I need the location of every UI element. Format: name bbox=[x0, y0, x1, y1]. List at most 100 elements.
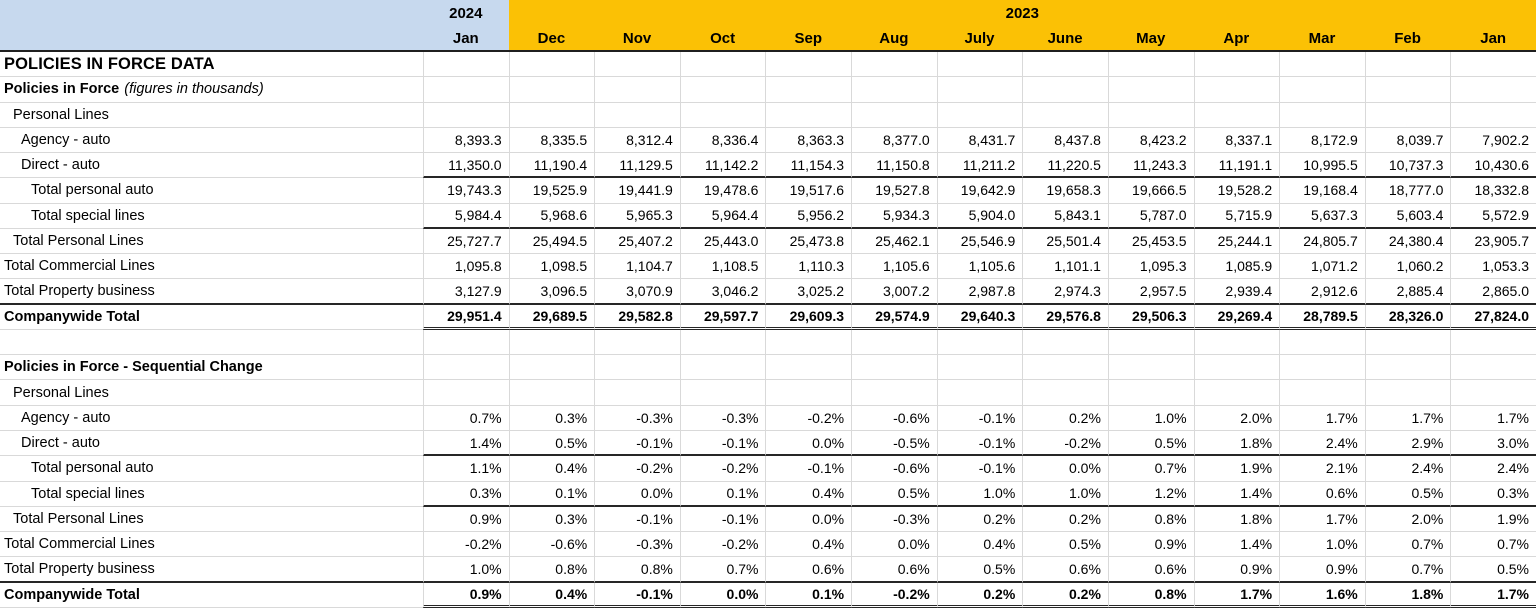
month-header-cell[interactable]: Dec bbox=[508, 26, 595, 50]
data-cell[interactable]: 24,805.7 bbox=[1279, 228, 1365, 255]
data-cell[interactable] bbox=[1107, 102, 1194, 128]
data-cell[interactable]: 1,071.2 bbox=[1279, 254, 1365, 280]
data-cell[interactable]: 0.9% bbox=[1193, 557, 1280, 583]
year-2024-cell[interactable]: 2024 bbox=[423, 0, 509, 26]
data-cell[interactable]: 2,957.5 bbox=[1107, 279, 1194, 305]
data-cell[interactable]: -0.3% bbox=[679, 405, 766, 431]
data-cell[interactable] bbox=[423, 329, 509, 356]
data-cell[interactable]: 29,582.8 bbox=[594, 304, 680, 330]
data-cell[interactable]: 0.4% bbox=[508, 456, 595, 482]
data-cell[interactable]: 25,473.8 bbox=[765, 228, 852, 255]
data-cell[interactable]: 0.3% bbox=[1450, 481, 1536, 507]
data-cell[interactable]: 0.7% bbox=[1107, 456, 1194, 482]
data-cell[interactable]: 19,168.4 bbox=[1279, 178, 1365, 204]
data-cell[interactable]: 1.0% bbox=[423, 557, 509, 583]
data-cell[interactable]: 8,377.0 bbox=[851, 127, 937, 154]
data-cell[interactable]: -0.1% bbox=[765, 456, 852, 482]
data-cell[interactable]: 1,105.6 bbox=[851, 254, 937, 280]
data-cell[interactable] bbox=[423, 52, 509, 78]
data-cell[interactable]: -0.2% bbox=[765, 405, 852, 431]
data-cell[interactable]: -0.2% bbox=[1022, 430, 1108, 457]
row-label[interactable]: POLICIES IN FORCE DATA bbox=[0, 52, 423, 78]
data-cell[interactable]: 0.5% bbox=[851, 481, 937, 507]
data-cell[interactable]: 1.4% bbox=[1193, 481, 1280, 507]
data-cell[interactable]: 0.0% bbox=[1022, 456, 1108, 482]
data-cell[interactable]: -0.5% bbox=[851, 430, 937, 457]
data-cell[interactable]: 25,453.5 bbox=[1107, 228, 1194, 255]
data-cell[interactable]: 1,110.3 bbox=[765, 254, 852, 280]
data-cell[interactable]: 18,332.8 bbox=[1450, 178, 1536, 204]
row-label[interactable]: Companywide Total bbox=[0, 305, 423, 330]
data-cell[interactable]: 0.0% bbox=[679, 582, 766, 608]
month-header-cell[interactable]: Oct bbox=[679, 26, 766, 50]
data-cell[interactable]: 0.8% bbox=[1107, 506, 1194, 533]
data-cell[interactable]: 19,517.6 bbox=[765, 178, 852, 204]
row-label[interactable]: Agency - auto bbox=[0, 128, 423, 154]
data-cell[interactable]: 1,095.3 bbox=[1107, 254, 1194, 280]
data-cell[interactable]: 25,501.4 bbox=[1022, 228, 1108, 255]
data-cell[interactable]: 25,244.1 bbox=[1193, 228, 1280, 255]
data-cell[interactable] bbox=[1364, 77, 1451, 103]
data-cell[interactable]: 11,142.2 bbox=[679, 153, 766, 179]
data-cell[interactable]: 5,956.2 bbox=[765, 203, 852, 229]
data-cell[interactable]: 19,525.9 bbox=[508, 178, 595, 204]
data-cell[interactable]: 11,191.1 bbox=[1193, 153, 1280, 179]
data-cell[interactable] bbox=[936, 355, 1023, 381]
month-header-cell[interactable]: Jan bbox=[1450, 26, 1536, 50]
data-cell[interactable]: 1.7% bbox=[1279, 506, 1365, 533]
data-cell[interactable]: 0.0% bbox=[765, 430, 852, 457]
data-cell[interactable]: 2.4% bbox=[1450, 456, 1536, 482]
data-cell[interactable]: 19,743.3 bbox=[423, 178, 509, 204]
data-cell[interactable]: -0.1% bbox=[594, 506, 680, 533]
data-cell[interactable]: 7,902.2 bbox=[1450, 127, 1536, 154]
data-cell[interactable]: -0.6% bbox=[508, 532, 595, 558]
data-cell[interactable]: 25,407.2 bbox=[594, 228, 680, 255]
data-cell[interactable] bbox=[1279, 77, 1365, 103]
data-cell[interactable] bbox=[765, 355, 852, 381]
data-cell[interactable] bbox=[1279, 329, 1365, 356]
data-cell[interactable] bbox=[1107, 52, 1194, 78]
row-label[interactable]: Total personal auto bbox=[0, 178, 423, 204]
data-cell[interactable]: 0.8% bbox=[508, 557, 595, 583]
data-cell[interactable]: 0.7% bbox=[423, 405, 509, 431]
row-label[interactable]: Personal Lines bbox=[0, 103, 423, 128]
header-corner-cell[interactable] bbox=[0, 0, 423, 26]
data-cell[interactable]: 0.9% bbox=[423, 582, 509, 608]
data-cell[interactable]: 11,220.5 bbox=[1022, 153, 1108, 179]
data-cell[interactable]: 1.7% bbox=[1279, 405, 1365, 431]
data-cell[interactable]: 5,843.1 bbox=[1022, 203, 1108, 229]
data-cell[interactable]: 2.4% bbox=[1364, 456, 1451, 482]
data-cell[interactable]: 19,527.8 bbox=[851, 178, 937, 204]
data-cell[interactable] bbox=[508, 102, 595, 128]
data-cell[interactable]: 8,039.7 bbox=[1364, 127, 1451, 154]
data-cell[interactable]: 5,904.0 bbox=[936, 203, 1023, 229]
data-cell[interactable]: -0.2% bbox=[594, 456, 680, 482]
month-header-cell[interactable]: May bbox=[1107, 26, 1194, 50]
data-cell[interactable]: 0.1% bbox=[508, 481, 595, 507]
data-cell[interactable]: 2,987.8 bbox=[936, 279, 1023, 305]
data-cell[interactable]: 11,211.2 bbox=[936, 153, 1023, 179]
data-cell[interactable]: 1.4% bbox=[423, 430, 509, 457]
data-cell[interactable]: 0.5% bbox=[1450, 557, 1536, 583]
month-header-cell[interactable]: Jan bbox=[423, 26, 509, 50]
data-cell[interactable]: 29,640.3 bbox=[936, 304, 1023, 330]
data-cell[interactable]: 0.9% bbox=[1107, 532, 1194, 558]
data-cell[interactable]: 0.7% bbox=[1364, 557, 1451, 583]
data-cell[interactable]: 0.9% bbox=[423, 506, 509, 533]
data-cell[interactable] bbox=[1364, 355, 1451, 381]
data-cell[interactable]: 0.5% bbox=[1022, 532, 1108, 558]
data-cell[interactable]: 3,096.5 bbox=[508, 279, 595, 305]
data-cell[interactable]: -0.3% bbox=[851, 506, 937, 533]
data-cell[interactable]: 0.7% bbox=[679, 557, 766, 583]
data-cell[interactable]: 19,658.3 bbox=[1022, 178, 1108, 204]
data-cell[interactable] bbox=[423, 77, 509, 103]
data-cell[interactable]: 10,430.6 bbox=[1450, 153, 1536, 179]
data-cell[interactable]: 0.6% bbox=[851, 557, 937, 583]
data-cell[interactable]: -0.1% bbox=[679, 430, 766, 457]
data-cell[interactable]: 8,393.3 bbox=[423, 127, 509, 154]
data-cell[interactable]: 0.5% bbox=[1107, 430, 1194, 457]
data-cell[interactable]: 8,363.3 bbox=[765, 127, 852, 154]
data-cell[interactable]: 1.4% bbox=[1193, 532, 1280, 558]
data-cell[interactable]: 2,974.3 bbox=[1022, 279, 1108, 305]
data-cell[interactable]: 2,939.4 bbox=[1193, 279, 1280, 305]
